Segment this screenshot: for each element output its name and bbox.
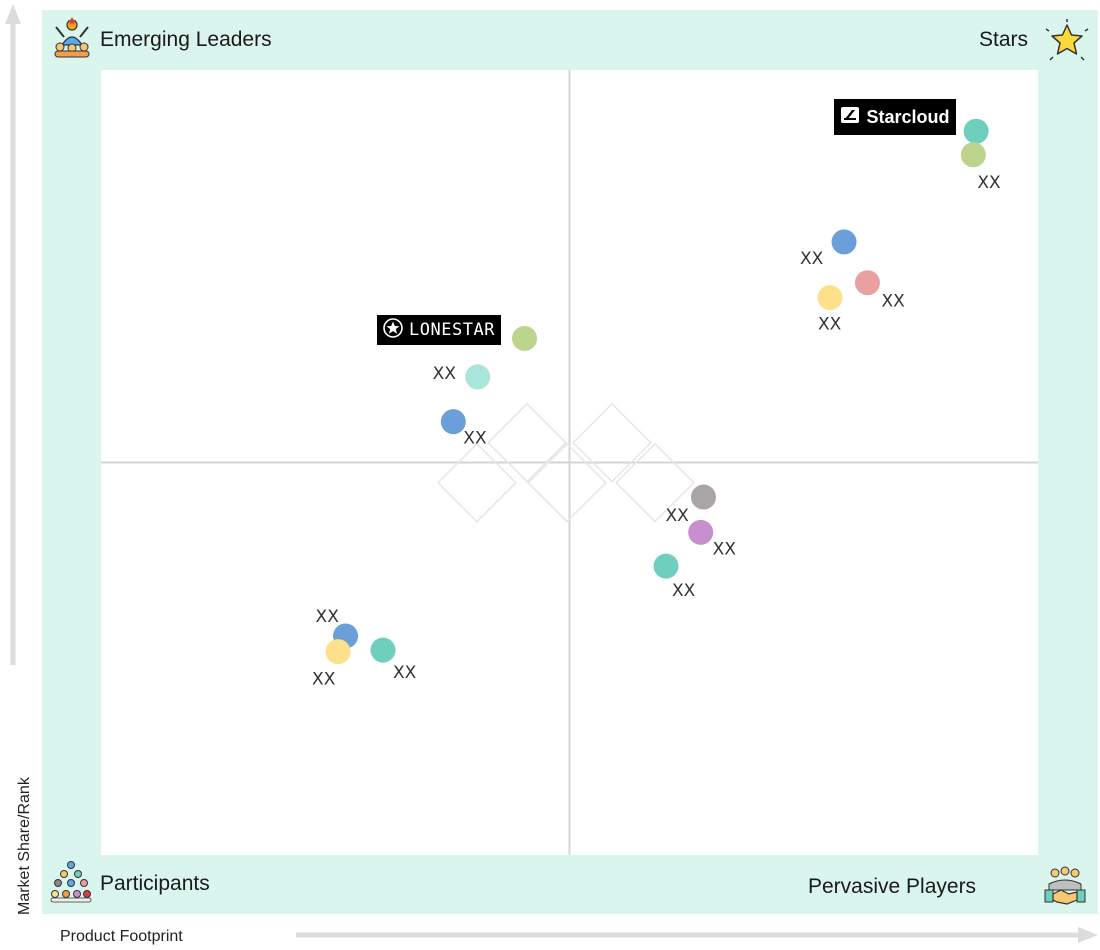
x-axis-label: Product Footprint	[60, 928, 183, 945]
data-point-label: XX	[881, 292, 905, 312]
data-point	[512, 325, 538, 351]
quadrant-label-participants: Participants	[100, 872, 210, 895]
brand-name-starcloud: Starcloud	[866, 106, 950, 127]
brand-badge-starcloud: Starcloud	[834, 99, 956, 135]
data-point	[831, 229, 857, 255]
point-labels: XX XX XX XX XX XX XX XX XX XX XX XX	[312, 173, 1001, 690]
data-point-label: XX	[713, 539, 737, 559]
data-point	[440, 409, 466, 435]
x-axis-arrow	[296, 927, 1098, 943]
data-point	[817, 285, 843, 311]
data-point	[370, 637, 396, 663]
brand-name-lonestar: LONESTAR	[409, 320, 495, 340]
quadrant-label-emerging-leaders: Emerging Leaders	[100, 28, 272, 51]
data-point	[325, 639, 351, 665]
star-circle-icon	[383, 317, 403, 343]
data-point-label: XX	[393, 663, 417, 683]
data-point	[465, 364, 491, 390]
cloud-logo-icon	[840, 106, 860, 129]
data-point-label: XX	[800, 249, 824, 269]
quadrant-label-stars: Stars	[979, 28, 1029, 51]
data-point-label: XX	[463, 429, 487, 449]
group-people-icon	[50, 861, 92, 903]
data-point-label: XX	[665, 506, 689, 526]
data-point	[690, 484, 716, 510]
handshake-icon	[1044, 866, 1086, 905]
watermark-diamonds	[437, 402, 695, 523]
data-point	[854, 270, 880, 296]
data-point	[960, 142, 986, 168]
data-point-label: XX	[672, 581, 696, 601]
data-point	[963, 118, 989, 144]
star-icon	[1045, 19, 1089, 61]
data-point-label: XX	[433, 364, 457, 384]
brand-badge-lonestar: LONESTAR	[377, 315, 501, 345]
quadrant-dividers	[101, 70, 1038, 855]
team-leader-icon	[54, 17, 90, 58]
data-point-label: XX	[818, 315, 842, 335]
y-axis-arrow	[5, 4, 21, 665]
data-point-label: XX	[312, 670, 336, 690]
scatter-points	[325, 118, 989, 665]
data-point-label: XX	[977, 173, 1001, 193]
data-point-label: XX	[316, 607, 340, 627]
data-point	[688, 519, 714, 545]
quadrant-label-pervasive-players: Pervasive Players	[808, 875, 977, 898]
data-point	[653, 553, 679, 579]
